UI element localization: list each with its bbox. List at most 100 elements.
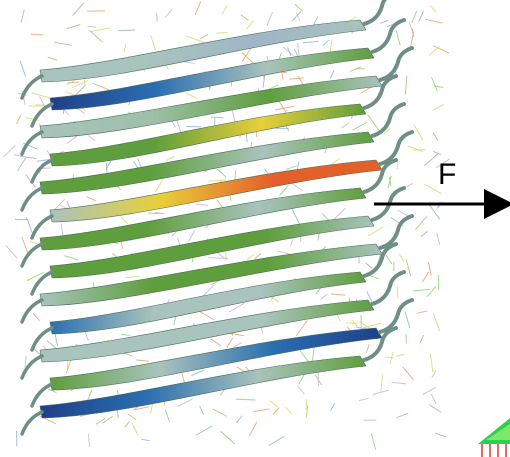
side-chain-line xyxy=(408,22,414,35)
side-chain-line xyxy=(135,359,150,362)
side-chain-line xyxy=(352,121,368,131)
strand-tail xyxy=(20,74,44,100)
side-chain-line xyxy=(32,313,40,321)
side-chain-line xyxy=(66,79,76,86)
side-chain-line xyxy=(291,10,302,22)
side-chain-line xyxy=(20,9,25,23)
side-chain-line xyxy=(415,216,428,231)
side-chain-line xyxy=(365,344,370,353)
side-chain-line xyxy=(420,230,428,237)
side-chain-line xyxy=(185,35,205,43)
strand-turn xyxy=(362,242,398,278)
side-chain-line xyxy=(15,115,22,125)
side-chain-line xyxy=(295,320,308,337)
side-chain-line xyxy=(19,155,37,159)
side-chain-line xyxy=(241,52,254,64)
side-chain-line xyxy=(188,230,196,242)
side-chain-line xyxy=(5,245,18,259)
side-chain-line xyxy=(25,117,40,121)
side-chain-line xyxy=(212,408,228,417)
side-chain-line xyxy=(133,406,149,411)
side-chain-line xyxy=(320,293,328,301)
strand-turn xyxy=(378,130,414,166)
side-chain-line xyxy=(294,3,304,12)
side-chain-line xyxy=(322,39,330,47)
side-chain-line xyxy=(64,255,79,261)
side-chain-line xyxy=(245,20,254,30)
side-chain-line xyxy=(298,374,305,385)
side-chain-line xyxy=(436,232,441,245)
side-chain-line xyxy=(233,342,242,348)
side-chain-line xyxy=(164,9,173,19)
side-chain-line xyxy=(66,135,78,145)
side-chain-line xyxy=(384,356,394,359)
side-chain-line xyxy=(95,417,106,425)
side-chain-line xyxy=(248,421,258,436)
side-chain-line xyxy=(429,4,437,13)
side-chain-line xyxy=(199,310,215,321)
side-chain-line xyxy=(432,45,450,54)
side-chain-line xyxy=(13,154,24,157)
force-label: F xyxy=(438,158,457,191)
beta-strand xyxy=(49,103,367,167)
strand-tail xyxy=(30,270,54,296)
side-chain-line xyxy=(410,31,415,47)
side-chain-line xyxy=(208,179,227,182)
side-chain-line xyxy=(236,415,243,424)
side-chain-line xyxy=(285,165,298,170)
side-chain-line xyxy=(435,158,451,169)
side-chain-line xyxy=(208,257,228,259)
side-chain-line xyxy=(313,16,319,26)
side-chain-line xyxy=(413,288,431,292)
side-chain-line xyxy=(164,409,170,422)
side-chain-line xyxy=(279,185,289,196)
side-chain-line xyxy=(53,41,72,46)
strand-tail xyxy=(30,102,54,128)
side-chain-line xyxy=(102,415,114,424)
side-chain-line xyxy=(428,203,441,220)
side-chain-line xyxy=(220,430,235,445)
side-chain-line xyxy=(395,30,401,46)
side-chain-line xyxy=(268,435,285,447)
side-chain-line xyxy=(156,13,158,22)
side-chain-line xyxy=(329,69,335,80)
side-chain-line xyxy=(358,397,369,402)
side-chain-line xyxy=(127,413,137,421)
side-chain-line xyxy=(240,14,249,21)
side-chain-line xyxy=(399,254,405,263)
side-chain-line xyxy=(26,217,34,235)
side-chain-line xyxy=(389,176,392,187)
side-chain-line xyxy=(252,408,270,412)
side-chain-line xyxy=(429,404,442,413)
side-chain-line xyxy=(121,333,131,336)
side-chain-line xyxy=(422,386,437,395)
side-chain-line xyxy=(87,433,91,448)
side-chain-line xyxy=(295,13,301,22)
side-chain-line xyxy=(269,400,279,408)
side-chain-line xyxy=(86,10,106,12)
side-chain-line xyxy=(221,4,228,15)
side-chain-line xyxy=(39,96,45,106)
corner-thumbnail-icon xyxy=(478,418,510,457)
strand-turn xyxy=(370,102,406,138)
side-chain-line xyxy=(272,407,280,415)
side-chain-line xyxy=(199,405,205,416)
side-chain-line xyxy=(365,262,373,269)
strand-tail xyxy=(20,410,44,436)
side-chain-line xyxy=(424,183,442,195)
side-chain-line xyxy=(155,178,164,193)
side-chain-line xyxy=(367,226,384,237)
side-chain-line xyxy=(380,19,389,24)
beta-strand xyxy=(39,19,367,83)
side-chain-line xyxy=(305,405,309,418)
side-chain-line xyxy=(404,75,408,95)
side-chain-line xyxy=(396,412,409,419)
side-chain-line xyxy=(391,381,407,385)
side-chain-line xyxy=(241,48,252,62)
side-chain-line xyxy=(72,2,85,16)
side-chain-line xyxy=(88,29,103,43)
side-chain-line xyxy=(177,398,193,408)
side-chain-line xyxy=(395,353,405,357)
side-chain-line xyxy=(396,286,399,300)
